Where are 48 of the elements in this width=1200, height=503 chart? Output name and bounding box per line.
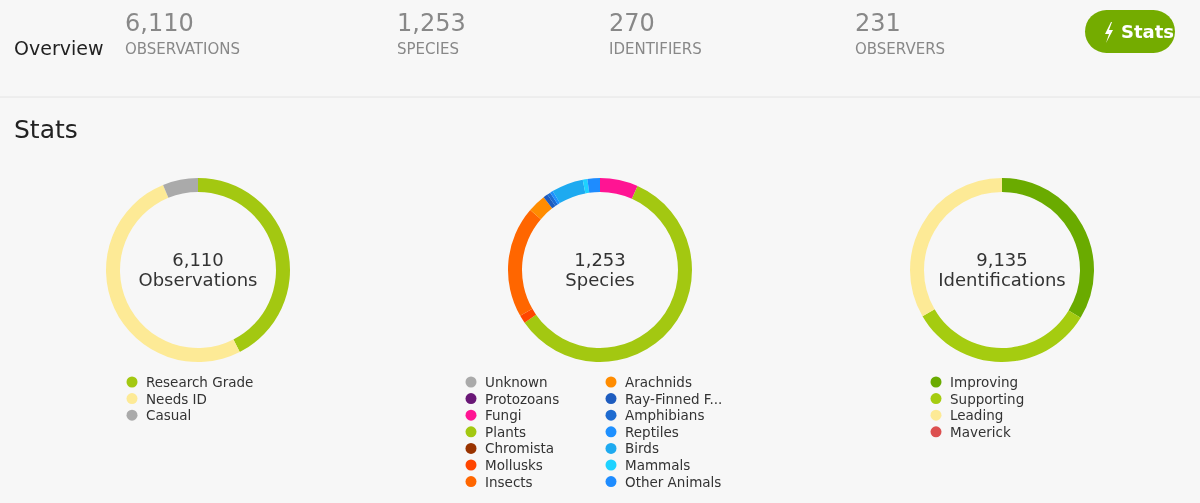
- text: Stats: [14, 115, 78, 144]
- text: Species: [565, 269, 635, 290]
- legend-label: Fungi: [485, 407, 522, 424]
- legend-label: Chromista: [485, 440, 554, 457]
- legend-label: Research Grade: [146, 374, 254, 390]
- legend-label: Amphibians: [625, 407, 705, 424]
- text: SPECIES: [397, 40, 459, 58]
- legend-label: Ray-Finned F...: [625, 390, 723, 407]
- donut-slice: [530, 197, 553, 220]
- donut-slice: [600, 178, 638, 199]
- text: Identifications: [938, 269, 1066, 290]
- donut-slice: [163, 178, 198, 198]
- donut-slice: [582, 178, 590, 194]
- text: 1,253: [397, 9, 466, 37]
- text: OBSERVERS: [855, 40, 946, 58]
- legend-label: Casual: [146, 407, 192, 424]
- text: IDENTIFIERS: [609, 40, 702, 58]
- donut-slice: [520, 308, 537, 323]
- text: Overview: [14, 37, 104, 59]
- legend-label: Birds: [625, 440, 659, 457]
- legend-label: Reptiles: [625, 423, 679, 440]
- legend-label: Improving: [950, 374, 1019, 390]
- legend-label: Mammals: [625, 457, 691, 473]
- text: Observations: [138, 269, 258, 290]
- legend-label: Other Animals: [625, 473, 722, 490]
- legend-label: Supporting: [950, 390, 1025, 407]
- legend-label: Protozoans: [485, 390, 560, 407]
- legend-label: Insects: [485, 473, 533, 490]
- legend-label: Arachnids: [625, 374, 692, 390]
- legend-label: Maverick: [950, 423, 1011, 440]
- donut-slice: [508, 210, 541, 316]
- legend-label: Needs ID: [146, 390, 207, 407]
- donut-slice: [922, 309, 1081, 362]
- text: 6,110: [172, 249, 224, 270]
- text: OBSERVATIONS: [125, 40, 240, 58]
- legend-label: Unknown: [485, 374, 548, 390]
- text: 231: [855, 9, 901, 37]
- legend-label: Leading: [950, 407, 1004, 424]
- text: 9,135: [976, 249, 1028, 270]
- text: 1,253: [574, 249, 626, 270]
- text: 6,110: [125, 9, 194, 37]
- text: 270: [609, 9, 655, 37]
- legend-label: Plants: [485, 423, 527, 440]
- donut-slice: [587, 178, 600, 193]
- donut-slice: [524, 186, 692, 362]
- donut-slice: [552, 179, 586, 204]
- donut-slice: [543, 194, 556, 209]
- legend-label: Mollusks: [485, 457, 543, 473]
